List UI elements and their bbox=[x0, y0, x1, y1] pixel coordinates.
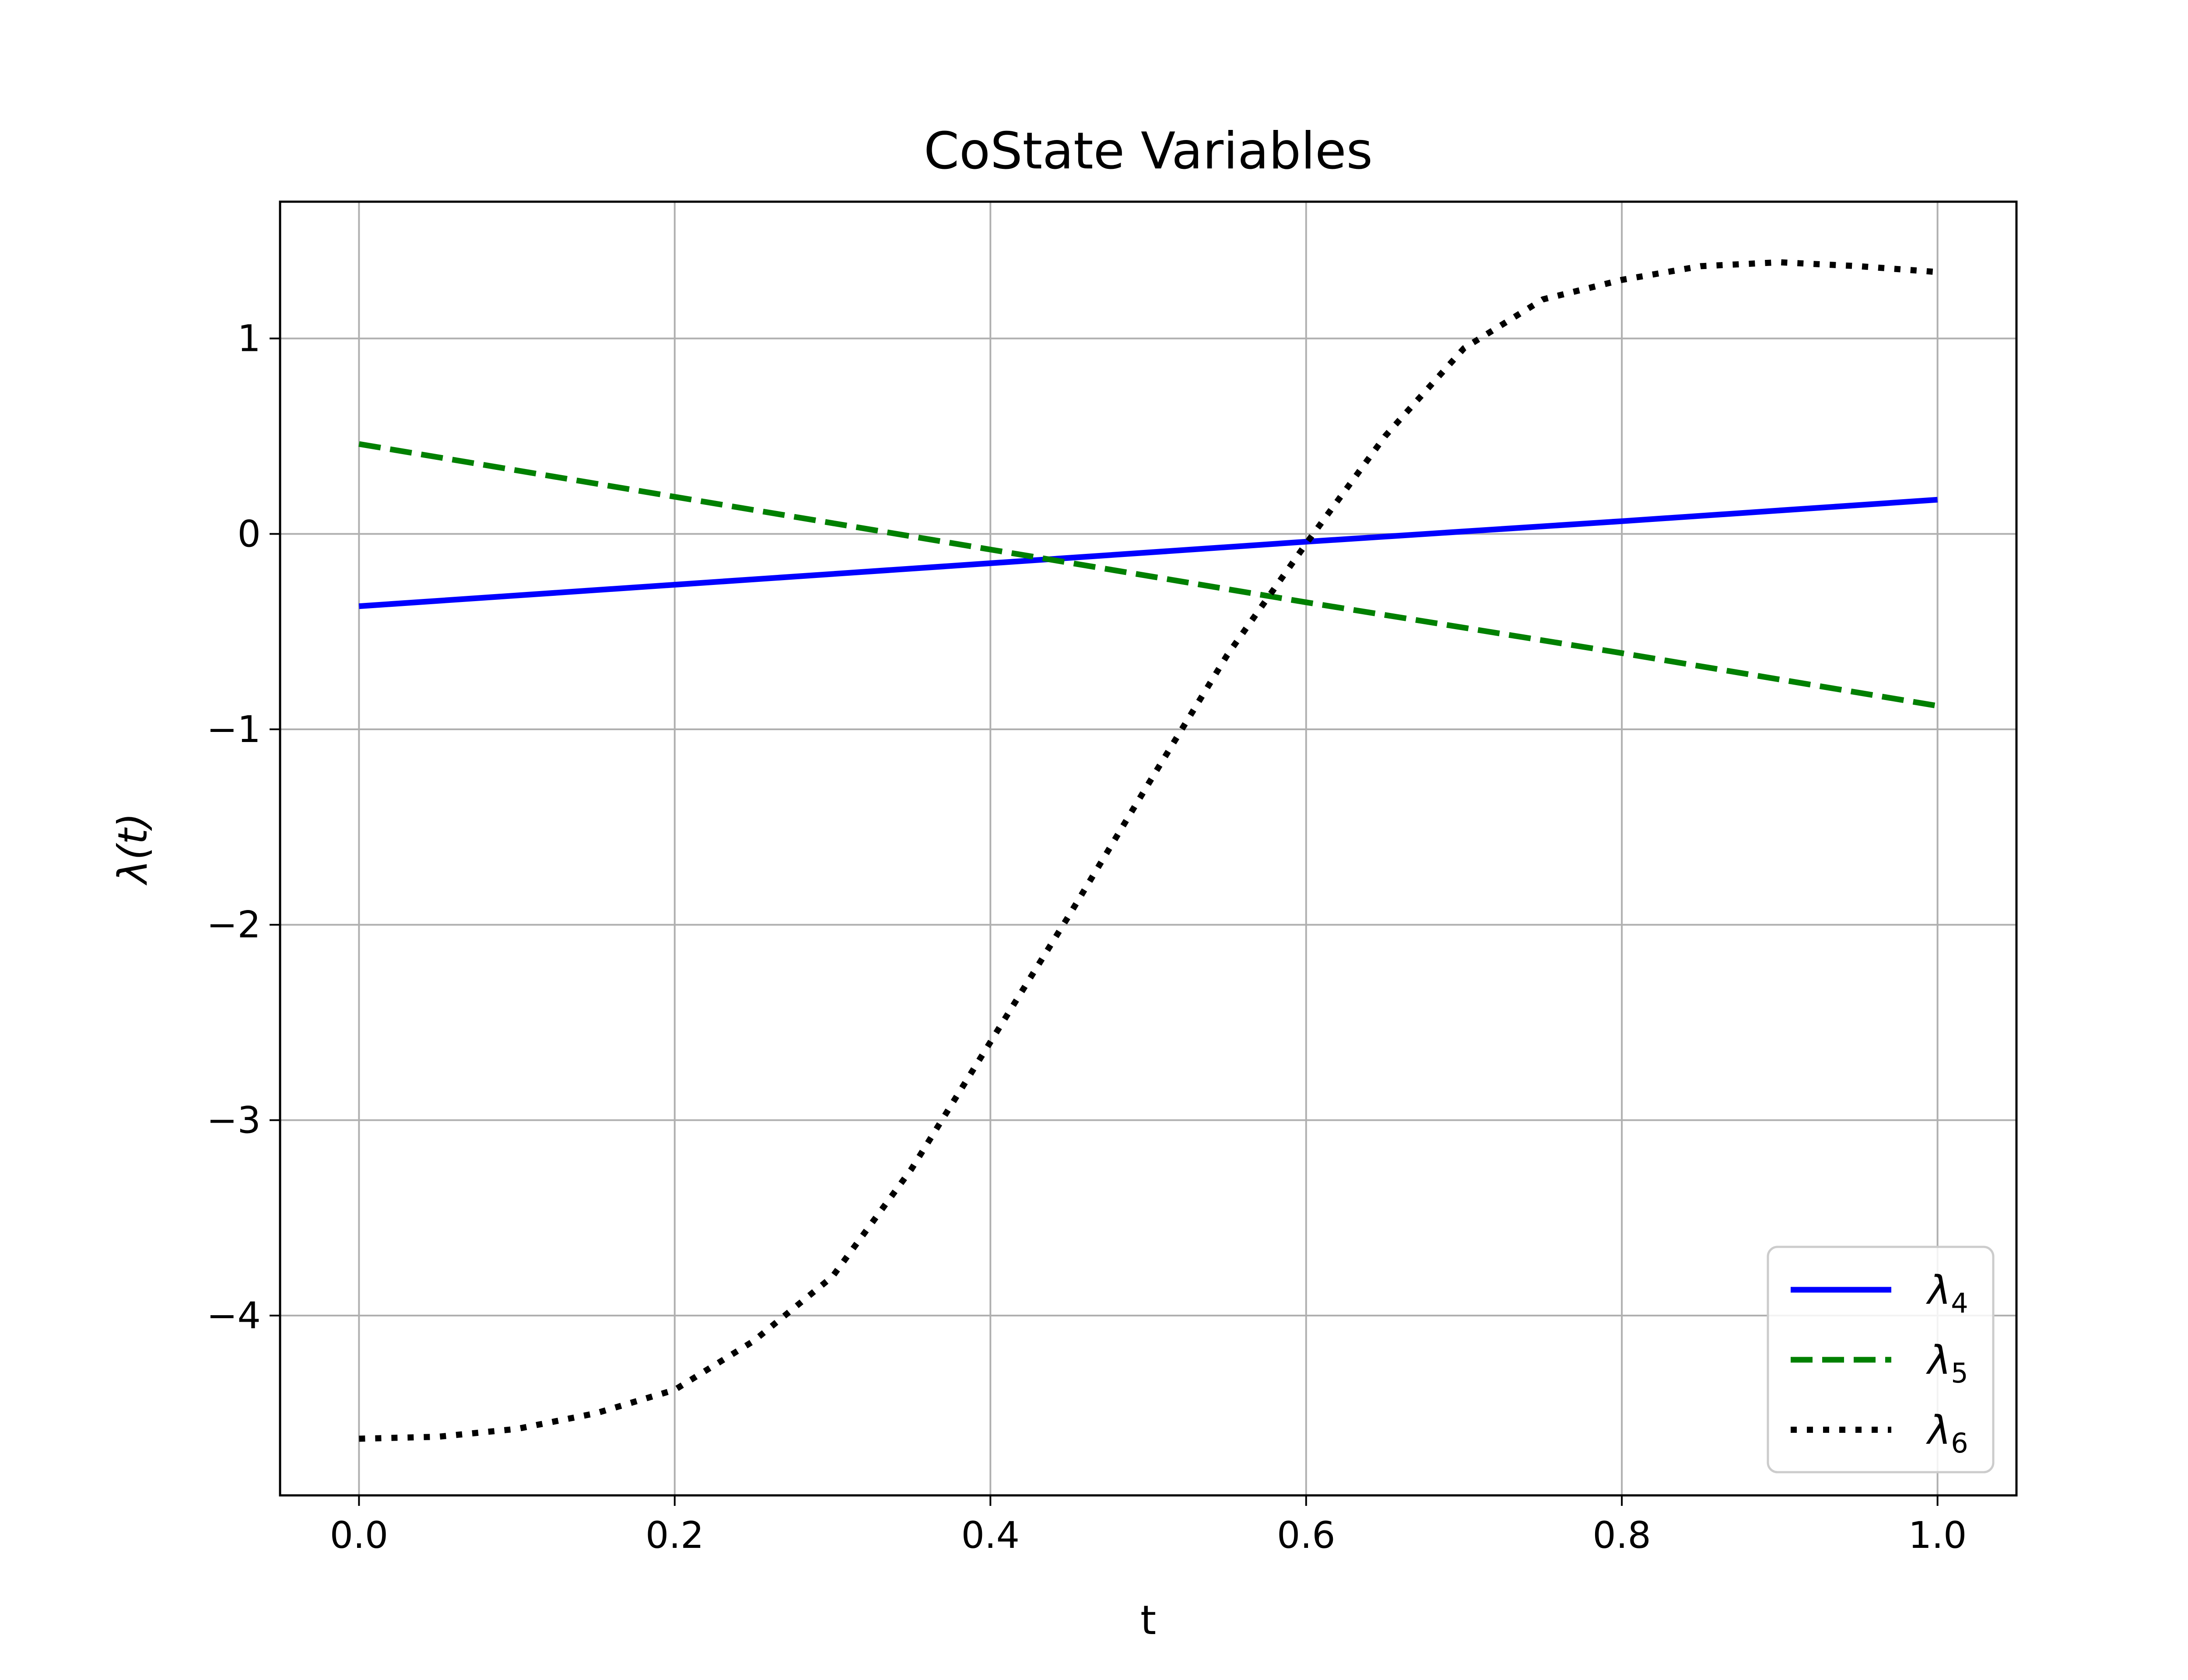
y-tick-label: 0 bbox=[238, 512, 261, 555]
x-tick-label: 0.0 bbox=[330, 1514, 389, 1557]
x-tick-label: 0.2 bbox=[645, 1514, 704, 1557]
y-tick-label: −1 bbox=[207, 708, 261, 751]
y-tick-label: −3 bbox=[207, 1099, 261, 1141]
tick-labels: 0.0 0.2 0.4 0.6 0.8 1.0 1 0 −1 −2 −3 −4 bbox=[207, 317, 1967, 1557]
plot-area-background bbox=[280, 202, 2016, 1495]
y-tick-label: −2 bbox=[207, 903, 261, 946]
series-line-6 bbox=[359, 259, 1938, 1442]
x-tick-label: 0.4 bbox=[961, 1514, 1020, 1557]
series-layer bbox=[358, 259, 1938, 1442]
chart-title: CoState Variables bbox=[924, 122, 1373, 181]
x-tick-label: 1.0 bbox=[1908, 1514, 1967, 1557]
series-line-4 bbox=[358, 497, 1938, 609]
x-tick-label: 0.8 bbox=[1592, 1514, 1651, 1557]
y-axis-label: λ(t) bbox=[109, 813, 156, 886]
plot-frame bbox=[279, 200, 2018, 1497]
x-axis-label: t bbox=[1140, 1597, 1156, 1644]
y-tick-label: −4 bbox=[207, 1294, 261, 1337]
legend-label-5: λ5 bbox=[1926, 1337, 1968, 1389]
x-tick-label: 0.6 bbox=[1277, 1514, 1336, 1557]
y-tick-label: 1 bbox=[238, 317, 261, 360]
tick-marks bbox=[270, 337, 1939, 1506]
grid-lines bbox=[280, 202, 2016, 1495]
series-line-5 bbox=[358, 441, 1938, 709]
legend-label-6: λ6 bbox=[1926, 1407, 1968, 1459]
legend-box bbox=[1767, 1246, 1995, 1474]
